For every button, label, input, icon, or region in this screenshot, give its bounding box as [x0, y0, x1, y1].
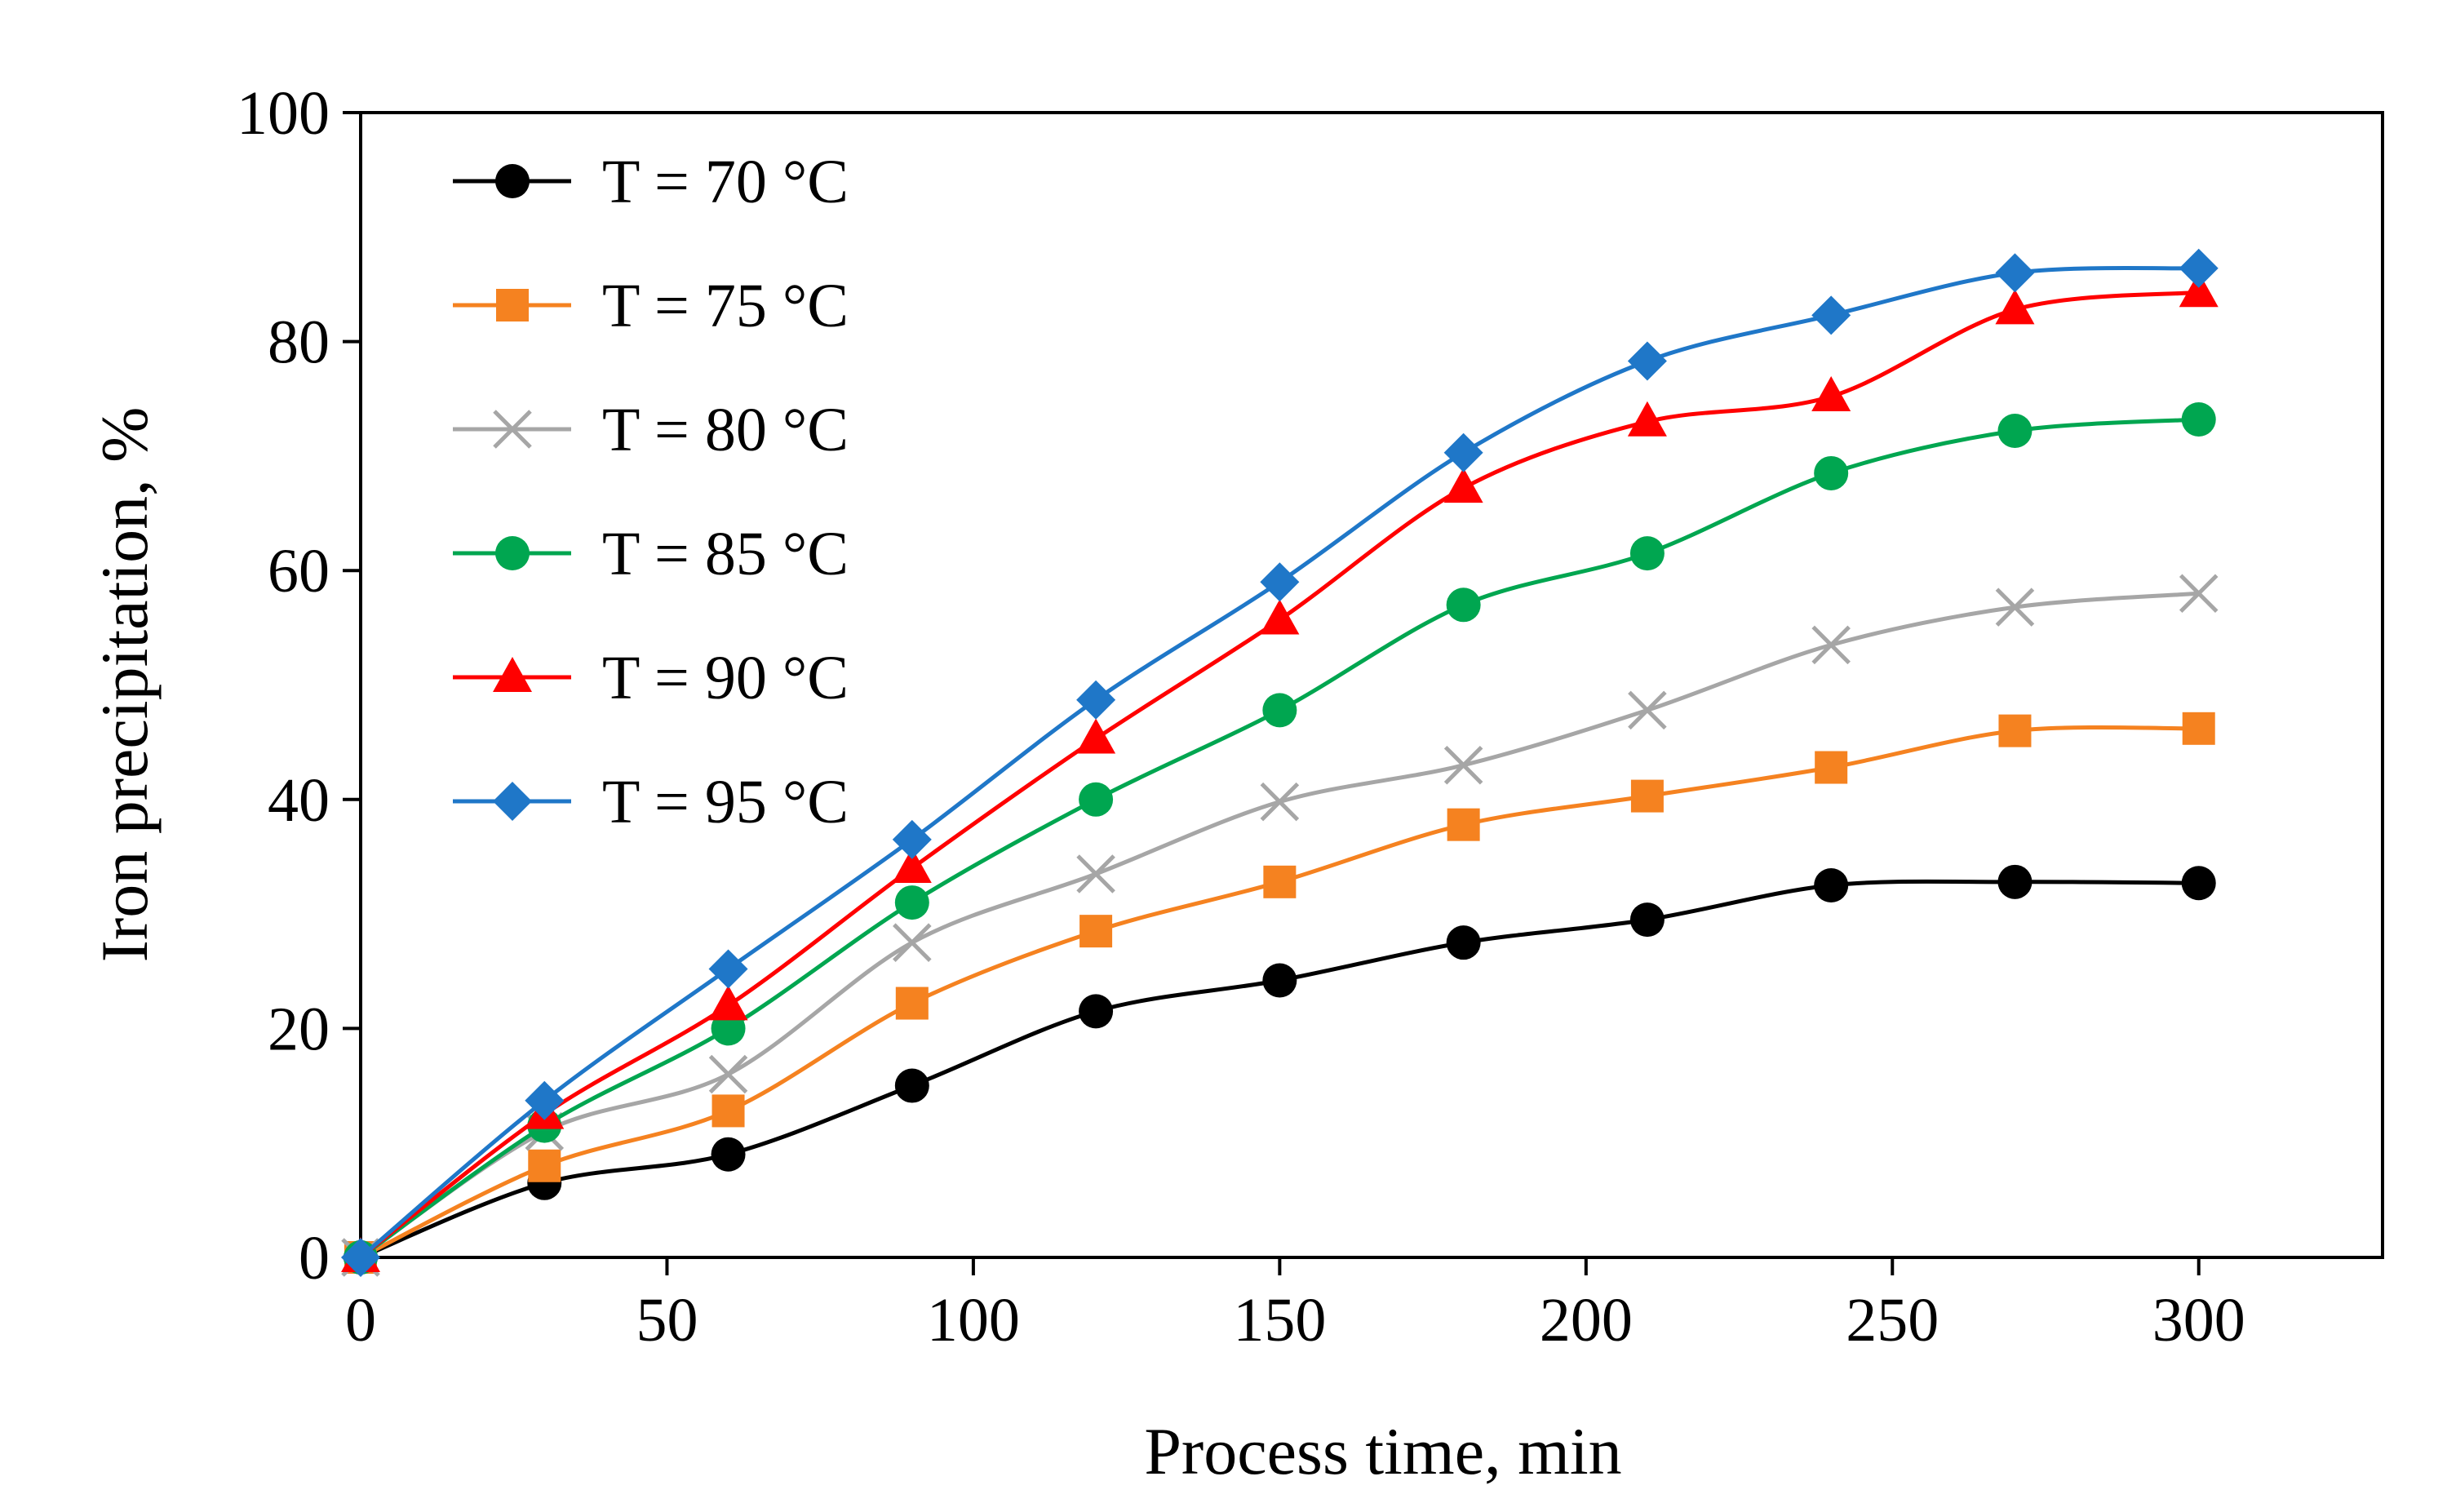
- legend-item: T = 90 °C: [453, 644, 849, 712]
- data-point: [895, 987, 929, 1020]
- data-point: [2179, 574, 2219, 614]
- series-5: [341, 248, 2219, 1277]
- legend-item: T = 80 °C: [453, 396, 849, 464]
- data-point: [1076, 718, 1116, 754]
- data-point: [341, 1238, 380, 1277]
- x-tick-label: 100: [927, 1286, 1020, 1355]
- legend-marker: [493, 657, 532, 692]
- data-point: [892, 847, 932, 883]
- legend: T = 70 °C T = 75 °C T = 80 °C T = 85 °C T = …: [453, 148, 849, 836]
- x-tick-label: 150: [1233, 1286, 1326, 1355]
- legend-item: T = 95 °C: [453, 768, 849, 836]
- data-point: [1995, 289, 2035, 325]
- legend-label: T = 95 °C: [602, 768, 849, 836]
- data-point: [2181, 402, 2216, 437]
- legend-marker: [495, 536, 530, 570]
- data-point: [1446, 588, 1481, 623]
- data-point: [2179, 272, 2219, 308]
- data-point: [1260, 562, 1300, 602]
- legend-item: T = 75 °C: [453, 272, 849, 340]
- data-point: [1995, 253, 2035, 293]
- data-point: [1076, 854, 1115, 893]
- series-4: [341, 272, 2219, 1272]
- y-axis: 0 20 40 60 80 100: [237, 79, 361, 1293]
- data-point: [1443, 468, 1483, 503]
- data-point: [1076, 680, 1116, 720]
- data-point: [1627, 401, 1667, 437]
- data-point: [1814, 868, 1849, 903]
- series-layer: [341, 248, 2219, 1277]
- series-0: [344, 864, 2216, 1275]
- data-point: [1995, 588, 2035, 627]
- data-point: [1628, 690, 1667, 730]
- y-tick-label: 20: [268, 995, 330, 1063]
- data-point: [708, 949, 748, 989]
- data-point: [1811, 375, 1851, 411]
- data-point: [1627, 341, 1667, 381]
- data-point: [1262, 963, 1297, 998]
- x-tick-label: 200: [1540, 1286, 1633, 1355]
- series-2: [341, 574, 2219, 1277]
- series-line: [359, 265, 2199, 1259]
- data-point: [1260, 782, 1300, 822]
- x-tick-label: 300: [2152, 1286, 2245, 1355]
- data-point: [1079, 994, 1114, 1029]
- data-point: [1446, 925, 1481, 960]
- x-axis-title: Process time, min: [1144, 1414, 1621, 1488]
- x-tick-label: 250: [1846, 1286, 1939, 1355]
- data-point: [1629, 536, 1665, 571]
- y-axis-title: Iron precipitation, %: [87, 407, 162, 963]
- legend-marker: [493, 410, 532, 449]
- data-point: [1814, 455, 1849, 490]
- data-point: [1997, 864, 2033, 899]
- data-point: [1443, 432, 1483, 472]
- legend-marker: [495, 164, 530, 198]
- data-point: [1447, 808, 1480, 841]
- data-point: [1811, 625, 1851, 665]
- legend-label: T = 70 °C: [602, 148, 849, 216]
- legend-marker: [493, 782, 532, 821]
- data-point: [1079, 782, 1114, 817]
- data-point: [1629, 902, 1665, 938]
- data-point: [1815, 751, 1848, 784]
- data-point: [894, 885, 929, 920]
- data-point: [711, 1094, 745, 1128]
- data-point: [711, 1137, 746, 1172]
- x-tick-label: 50: [636, 1286, 698, 1355]
- data-point: [1262, 693, 1297, 728]
- legend-label: T = 85 °C: [602, 520, 849, 588]
- legend-label: T = 75 °C: [602, 272, 849, 340]
- data-point: [1811, 295, 1851, 335]
- legend-item: T = 70 °C: [453, 148, 849, 216]
- data-point: [893, 923, 932, 962]
- x-axis: 0 50 100 150 200 250 300: [345, 1257, 2245, 1355]
- legend-item: T = 85 °C: [453, 520, 849, 588]
- legend-label: T = 90 °C: [602, 644, 849, 712]
- data-point: [892, 819, 932, 859]
- data-point: [2181, 866, 2216, 901]
- y-tick-label: 100: [237, 79, 330, 148]
- data-point: [708, 985, 748, 1021]
- x-tick-label: 0: [345, 1286, 376, 1355]
- data-point: [1630, 779, 1664, 813]
- data-point: [525, 1080, 565, 1120]
- y-tick-label: 60: [268, 537, 330, 605]
- data-point: [1998, 714, 2032, 747]
- y-tick-label: 0: [299, 1224, 330, 1293]
- data-point: [1079, 915, 1113, 948]
- legend-marker: [496, 289, 529, 321]
- data-point: [1997, 414, 2033, 449]
- y-tick-label: 80: [268, 308, 330, 377]
- data-point: [1443, 745, 1483, 785]
- data-point: [2182, 712, 2215, 745]
- data-point: [1260, 599, 1300, 635]
- y-tick-label: 40: [268, 766, 330, 835]
- data-point: [1263, 865, 1297, 898]
- data-point: [528, 1149, 561, 1182]
- data-point: [708, 1054, 748, 1094]
- data-point: [894, 1068, 929, 1103]
- legend-label: T = 80 °C: [602, 396, 849, 464]
- data-point: [2179, 248, 2219, 288]
